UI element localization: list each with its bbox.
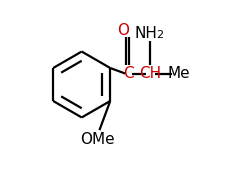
Text: 2: 2 — [156, 30, 163, 41]
Text: NH: NH — [134, 26, 157, 41]
Text: O: O — [117, 23, 129, 38]
Text: C: C — [123, 66, 134, 81]
Text: CH: CH — [139, 66, 161, 81]
Text: Me: Me — [167, 66, 190, 81]
Text: OMe: OMe — [80, 132, 115, 147]
